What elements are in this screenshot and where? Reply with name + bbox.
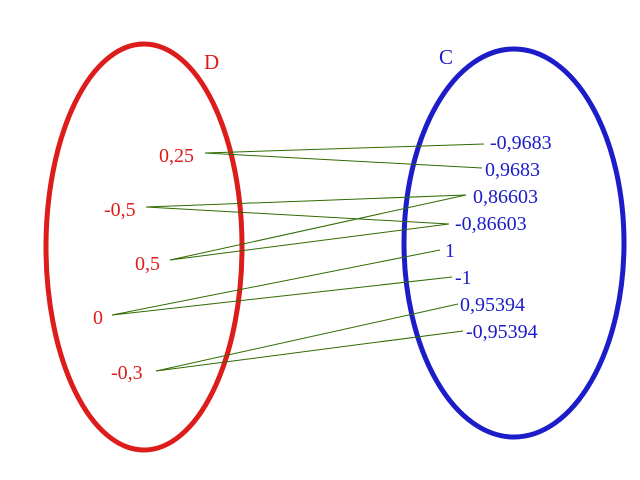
domain-element: -0,3 <box>111 362 143 384</box>
codomain-element: -0,9683 <box>490 132 552 154</box>
codomain-element: 0,86603 <box>473 186 538 208</box>
codomain-element: -1 <box>455 267 472 289</box>
domain-element: -0,5 <box>104 199 136 221</box>
domain-element: 0 <box>93 307 103 329</box>
codomain-element: -0,86603 <box>455 213 527 235</box>
mapping-line <box>204 152 483 169</box>
mapping-line <box>169 223 450 261</box>
codomain-element: -0,95394 <box>466 321 538 343</box>
mapping-line <box>204 143 485 154</box>
set-c-name: C <box>439 45 454 69</box>
codomain-element: 0,95394 <box>460 294 525 316</box>
set-c-ellipse <box>401 46 627 440</box>
codomain-element: 1 <box>445 240 455 262</box>
mapping-line <box>145 194 467 208</box>
mapping-line <box>169 194 467 261</box>
mapping-line <box>145 206 450 225</box>
domain-element: 0,5 <box>135 253 160 275</box>
set-d-name: D <box>204 50 220 74</box>
mapping-lines <box>111 143 485 372</box>
mapping-line <box>155 330 464 372</box>
mapping-line <box>155 303 459 372</box>
domain-element: 0,25 <box>159 145 194 167</box>
set-d-ellipse <box>43 41 245 453</box>
codomain-element: 0,9683 <box>485 159 540 181</box>
mapping-line <box>111 249 441 316</box>
mapping-line <box>111 276 453 316</box>
